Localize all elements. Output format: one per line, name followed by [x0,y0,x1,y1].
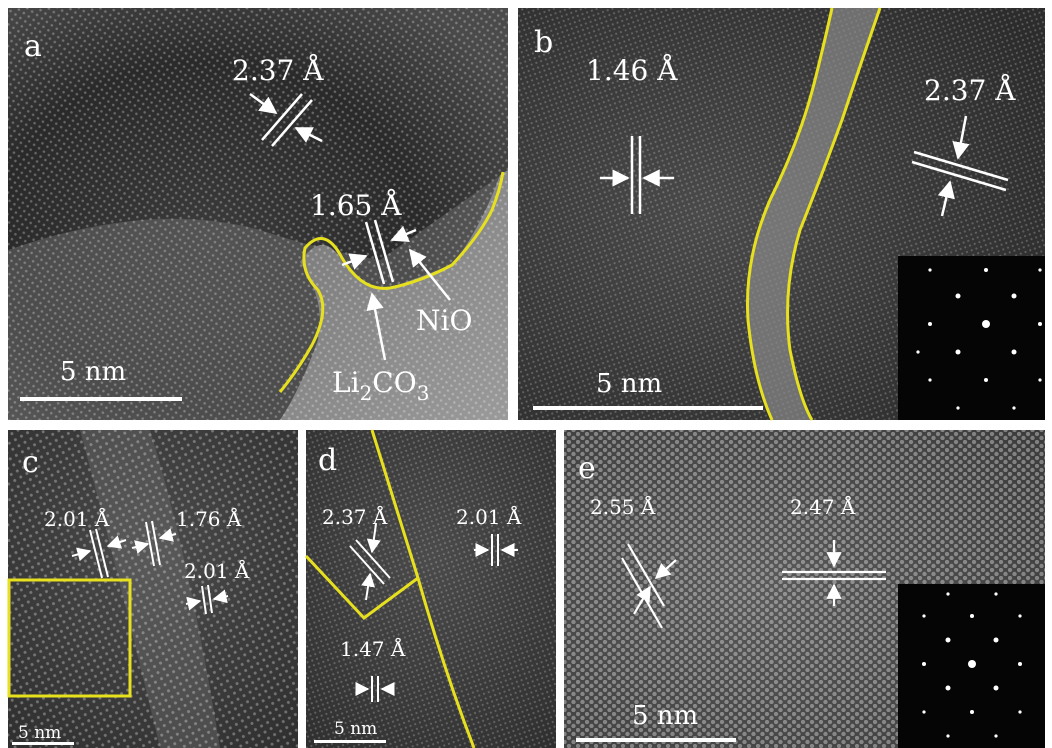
panel-c-measurement-2: 1.76 Å [176,506,242,531]
panel-a-boundary [278,171,505,393]
panel-c-measurement-1: 2.01 Å [44,506,110,531]
panel-a-li2co3-label: Li2CO3 [332,366,429,405]
panel-d-letter: d [318,443,337,478]
panel-a-lattice-marker-1 [249,92,323,147]
panel-c-scale-label: 5 nm [18,723,61,743]
panel-e-diffraction-inset [898,584,1045,748]
panel-b-measurement-1: 1.46 Å [586,54,678,87]
panel-b-letter: b [534,25,553,60]
panel-a-scale-label: 5 nm [60,357,126,387]
co-part: CO [372,366,416,399]
panel-d-lattice-marker-2 [474,534,518,566]
panel-c-scale-bar [12,742,74,745]
subscript-2: 2 [360,381,373,405]
panel-b-scale-bar [533,406,763,410]
panel-b-interlayer [747,8,880,420]
li-part: Li [332,366,360,399]
panel-c-lattice-marker-2 [131,520,177,567]
panel-d-measurement-1: 2.37 Å [322,504,388,529]
panel-c-letter: c [22,445,39,480]
panel-a-measurement-1: 2.37 Å [232,54,324,87]
panel-c-measurement-3: 2.01 Å [184,558,250,583]
panel-a-scale-bar [20,397,182,401]
panel-a-measurement-2: 1.65 Å [310,189,402,222]
panel-b-measurement-2: 2.37 Å [924,74,1016,107]
panel-b-scale-label: 5 nm [596,369,662,399]
panel-e-scale-bar [576,738,736,742]
panel-b-lattice-marker-1 [600,136,674,214]
panel-e: e 2.55 Å 2.47 Å [564,430,1045,748]
panel-d-boundary-line [370,429,476,748]
panel-a: a 2.37 Å 1.65 Å NiO Li2CO3 5 nm [8,8,508,420]
panel-c-lattice-marker-1 [71,528,127,579]
panel-d-measurement-3: 1.47 Å [340,636,406,661]
panel-c-lattice-marker-3 [185,584,229,615]
panel-b-boundary-right [786,7,882,421]
panel-d-lattice-marker-3 [355,676,395,702]
panel-c: c 2.01 Å 1.76 Å 2.01 Å 5 nm [7,430,298,748]
panel-e-measurement-2: 2.47 Å [790,494,856,519]
panel-e-measurement-1: 2.55 Å [590,494,656,519]
panel-e-lattice-marker-1 [621,543,677,629]
panel-b-boundary-left [746,7,834,421]
panel-b: b 1.46 Å 2.37 Å [518,7,1045,421]
panel-b-lattice-marker-2 [911,115,1009,217]
panel-d-scale-bar [314,740,386,743]
panel-e-lattice-marker-2 [782,540,886,606]
subscript-3: 3 [417,381,430,405]
panel-a-letter: a [24,29,42,64]
panel-a-nio-label: NiO [416,304,472,337]
panel-e-scale-label: 5 nm [632,701,698,731]
panel-b-diffraction-inset [898,256,1045,420]
panel-d-measurement-2: 2.01 Å [456,504,522,529]
panel-d-lattice-marker-1 [349,523,391,601]
panel-e-letter: e [578,451,596,486]
panel-a-lattice-marker-2 [341,219,451,361]
panel-d-boundary-wedge [304,554,419,621]
panel-d: d 2.37 Å 2.01 Å 1.47 Å 5 nm [304,429,556,748]
panel-d-scale-label: 5 nm [334,719,377,739]
panel-c-selection-box [7,578,132,698]
